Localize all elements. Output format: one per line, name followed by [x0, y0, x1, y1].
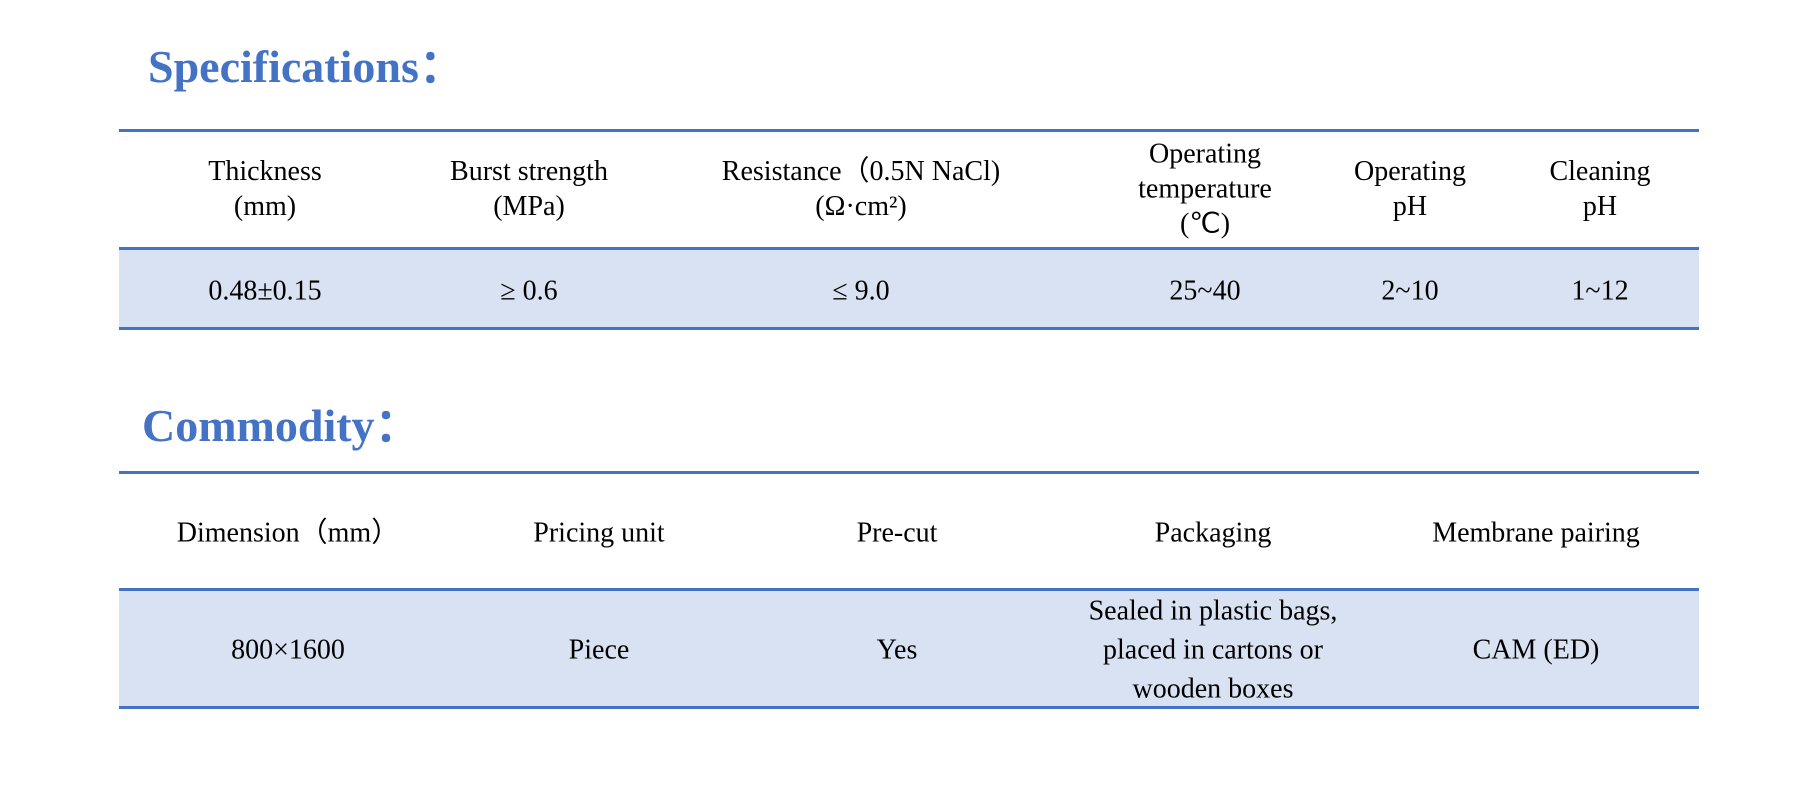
header-cell: Pricing unit	[533, 517, 665, 549]
table-rule	[119, 471, 1699, 474]
header-line: pH	[1582, 191, 1618, 222]
header-cell: Resistance（0.5N NaCl) (Ω·cm²)	[722, 154, 1000, 224]
value-cell: 2~10	[1381, 275, 1439, 307]
header-cell: Operating temperature (℃)	[1138, 137, 1272, 242]
value-cell: ≥ 0.6	[500, 275, 558, 307]
header-cell: Thickness (mm)	[208, 154, 322, 224]
value-cell: 800×1600	[231, 634, 345, 666]
data-row-band	[119, 590, 1699, 708]
data-row-band	[119, 249, 1699, 329]
header-line: Operating	[1149, 138, 1261, 170]
value-cell: 1~12	[1571, 275, 1629, 307]
value-cell: 0.48±0.15	[208, 275, 322, 307]
table-rule	[119, 327, 1699, 330]
header-cell: Operating pH	[1354, 154, 1466, 224]
value-cell: Piece	[568, 634, 630, 666]
header-line: Operating	[1354, 156, 1466, 187]
header-cell: Dimension（mm）	[176, 517, 400, 549]
header-line: temperature	[1138, 173, 1272, 205]
header-cell: Packaging	[1154, 517, 1272, 549]
header-line: (MPa)	[493, 191, 565, 222]
table-rule	[119, 129, 1699, 132]
header-line: Cleaning	[1549, 156, 1651, 187]
value-cell: Sealed in plastic bags, placed in carton…	[1088, 595, 1338, 705]
header-line: Thickness	[208, 156, 322, 187]
value-cell: 25~40	[1169, 275, 1241, 307]
header-cell: Pre-cut	[856, 517, 938, 549]
header-cell: Membrane pairing	[1432, 517, 1640, 549]
header-line: (℃)	[1179, 208, 1231, 240]
table-rule	[119, 588, 1699, 591]
section-title: Specifications：	[148, 41, 465, 92]
header-cell: Cleaning pH	[1549, 154, 1650, 224]
header-line: (mm)	[233, 191, 297, 222]
header-cell: Burst strength (MPa)	[450, 154, 608, 224]
value-cell: ≤ 9.0	[832, 275, 890, 307]
header-line: Resistance（0.5N NaCl)	[721, 156, 1001, 187]
header-line: pH	[1392, 191, 1428, 222]
header-line: (Ω·cm²)	[815, 191, 907, 222]
section-title: Commodity：	[142, 400, 421, 451]
header-line: Burst strength	[450, 156, 608, 187]
value-cell: Yes	[876, 634, 918, 666]
table-rule	[119, 706, 1699, 709]
value-cell: CAM (ED)	[1472, 634, 1600, 666]
table-rule	[119, 247, 1699, 250]
